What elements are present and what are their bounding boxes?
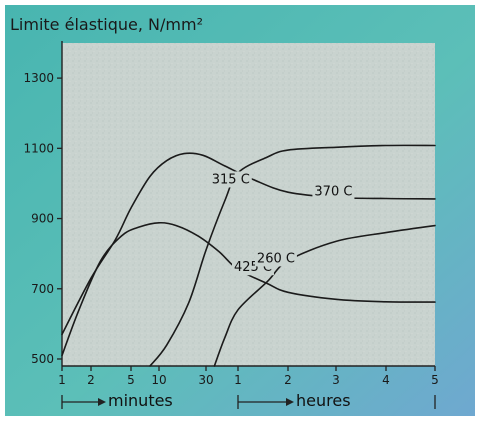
x-tick-label: 1 xyxy=(234,373,242,387)
y-tick-label: 700 xyxy=(31,282,54,296)
curve-label: 315 C xyxy=(212,172,250,187)
x-tick-label: 10 xyxy=(151,373,166,387)
y-tick-label: 500 xyxy=(31,352,54,366)
curve-label-bg xyxy=(209,171,252,188)
heures-arrow-arrowhead xyxy=(286,398,294,406)
curve-label-bg xyxy=(254,250,297,267)
x-tick-label: 2 xyxy=(87,373,95,387)
y-axis-title: Limite élastique, N/mm² xyxy=(10,15,203,34)
curve-label-bg xyxy=(312,183,355,200)
x-unit-minutes: minutes xyxy=(108,391,173,410)
x-tick-label: 5 xyxy=(127,373,135,387)
y-tick-label: 1300 xyxy=(23,71,54,85)
x-tick-label: 1 xyxy=(58,373,66,387)
curve-label: 370 C xyxy=(314,185,352,200)
series-line-260c xyxy=(213,224,436,367)
x-tick-label: 30 xyxy=(198,373,213,387)
y-tick-label: 1100 xyxy=(23,141,54,155)
x-tick-label: 3 xyxy=(332,373,340,387)
x-unit-heures: heures xyxy=(296,391,351,410)
x-tick-label: 4 xyxy=(382,373,390,387)
y-tick-label: 900 xyxy=(31,212,54,226)
x-tick-label: 5 xyxy=(431,373,439,387)
x-tick-label: 2 xyxy=(284,373,292,387)
plot-area xyxy=(62,43,435,366)
axis-layer: 500 700 900 1100 1300 1 2 5 10 30 1 2 3 4 5 xyxy=(23,41,439,409)
minutes-arrow-arrowhead xyxy=(98,398,106,406)
series-line-425c xyxy=(61,221,436,357)
curve-label: 260 C xyxy=(257,251,295,266)
